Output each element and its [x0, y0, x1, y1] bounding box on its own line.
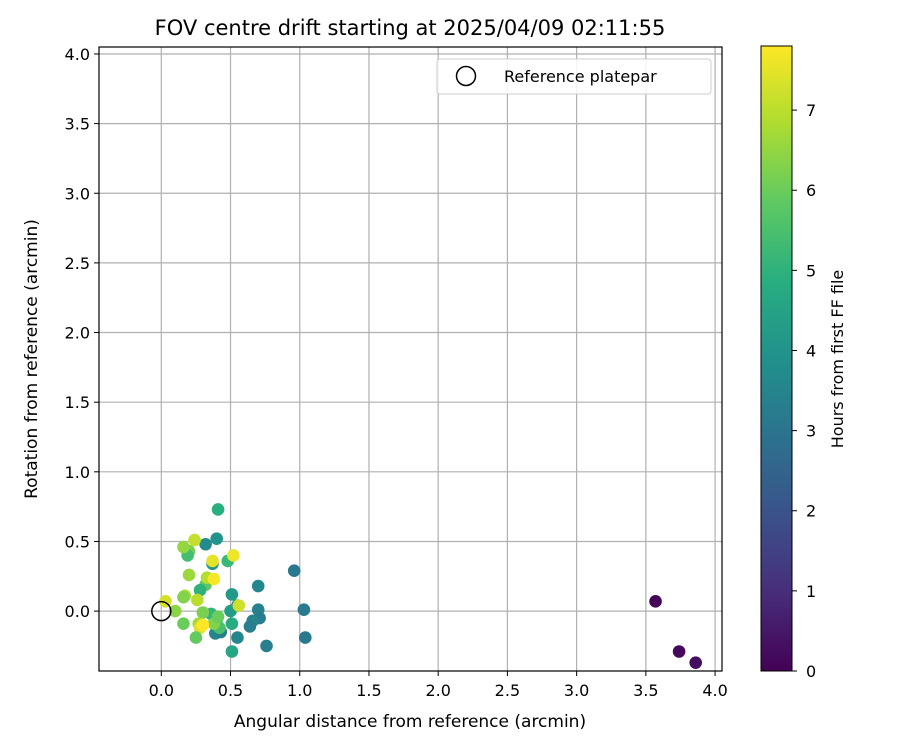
data-point	[199, 537, 212, 551]
colorbar-gradient	[760, 45, 793, 672]
data-point	[189, 631, 203, 644]
colorbar-tick-label: 6	[806, 181, 816, 200]
legend: Reference platepar	[436, 58, 712, 95]
x-tick-label: 2.0	[425, 681, 450, 700]
data-point	[689, 656, 702, 669]
y-axis-label: Rotation from reference (arcmin)	[22, 219, 42, 499]
x-tick-label: 3.5	[633, 681, 658, 700]
plot-frame	[98, 46, 723, 672]
data-point	[226, 549, 240, 562]
colorbar-tick-label: 4	[806, 341, 816, 360]
colorbar-tick-label: 5	[806, 261, 816, 280]
data-point	[225, 588, 239, 601]
data-point	[196, 618, 210, 632]
x-tick-label: 3.0	[564, 681, 589, 700]
x-tick-label: 1.5	[356, 681, 381, 700]
y-tick-label: 0.0	[65, 602, 90, 621]
data-point	[260, 639, 273, 653]
data-point	[243, 620, 257, 633]
legend-box	[436, 58, 712, 95]
data-point	[188, 533, 201, 547]
y-tick-label: 0.5	[65, 532, 90, 551]
x-axis-ticks: 0.0 0.5 1.0 1.5 2.0 2.5 3.0 3.5 4.0	[149, 671, 728, 700]
data-point	[211, 610, 225, 623]
chart-title: FOV centre drift starting at 2025/04/09 …	[155, 16, 666, 40]
data-points	[151, 503, 702, 669]
data-point	[649, 595, 662, 608]
y-tick-label: 3.5	[65, 115, 90, 134]
data-point	[182, 568, 196, 582]
data-point	[225, 645, 239, 658]
x-axis-label: Angular distance from reference (arcmin)	[234, 712, 586, 732]
colorbar-label: Hours from first FF file	[828, 270, 847, 449]
data-point	[298, 631, 312, 644]
data-point	[207, 572, 221, 586]
colorbar-tick-label: 0	[806, 662, 816, 681]
legend-label-reference: Reference platepar	[504, 67, 657, 86]
data-point	[287, 564, 301, 578]
x-tick-label: 0.0	[149, 681, 174, 700]
data-point	[177, 617, 190, 630]
y-axis-ticks: 0.0 0.5 1.0 1.5 2.0 2.5 3.0 3.5 4.0	[65, 45, 99, 621]
colorbar-tick-label: 7	[806, 101, 816, 120]
data-point	[232, 599, 246, 612]
data-point	[193, 583, 207, 597]
colorbar-tick-label: 1	[806, 582, 816, 601]
colorbar: 0 1 2 3 4 5 6 7 Hours from first FF file	[760, 45, 847, 681]
y-tick-label: 4.0	[65, 45, 90, 64]
colorbar-ticks: 0 1 2 3 4 5 6 7	[792, 101, 816, 681]
x-tick-label: 2.5	[495, 681, 520, 700]
y-tick-label: 2.0	[65, 324, 90, 343]
x-tick-label: 1.0	[287, 681, 312, 700]
x-tick-label: 0.5	[218, 681, 243, 700]
colorbar-tick-label: 2	[806, 502, 816, 521]
data-point	[231, 631, 244, 644]
y-tick-label: 3.0	[65, 184, 90, 203]
data-point	[196, 606, 210, 619]
data-point	[211, 503, 225, 516]
data-point	[672, 645, 686, 658]
grid-lines	[99, 47, 722, 671]
data-point	[190, 593, 204, 607]
legend-marker-reference	[455, 65, 477, 87]
data-point	[206, 554, 219, 568]
y-tick-label: 1.5	[65, 393, 90, 412]
reference-platepar-marker	[151, 600, 172, 622]
data-point	[251, 579, 265, 593]
data-point	[297, 603, 311, 617]
data-point	[210, 532, 223, 545]
data-point	[177, 590, 190, 604]
data-point	[168, 604, 182, 618]
data-point	[177, 540, 190, 554]
y-tick-label: 2.5	[65, 254, 90, 273]
x-tick-label: 4.0	[702, 681, 727, 700]
y-tick-label: 1.0	[65, 463, 90, 482]
colorbar-tick-label: 3	[806, 422, 816, 441]
data-point	[225, 617, 239, 630]
